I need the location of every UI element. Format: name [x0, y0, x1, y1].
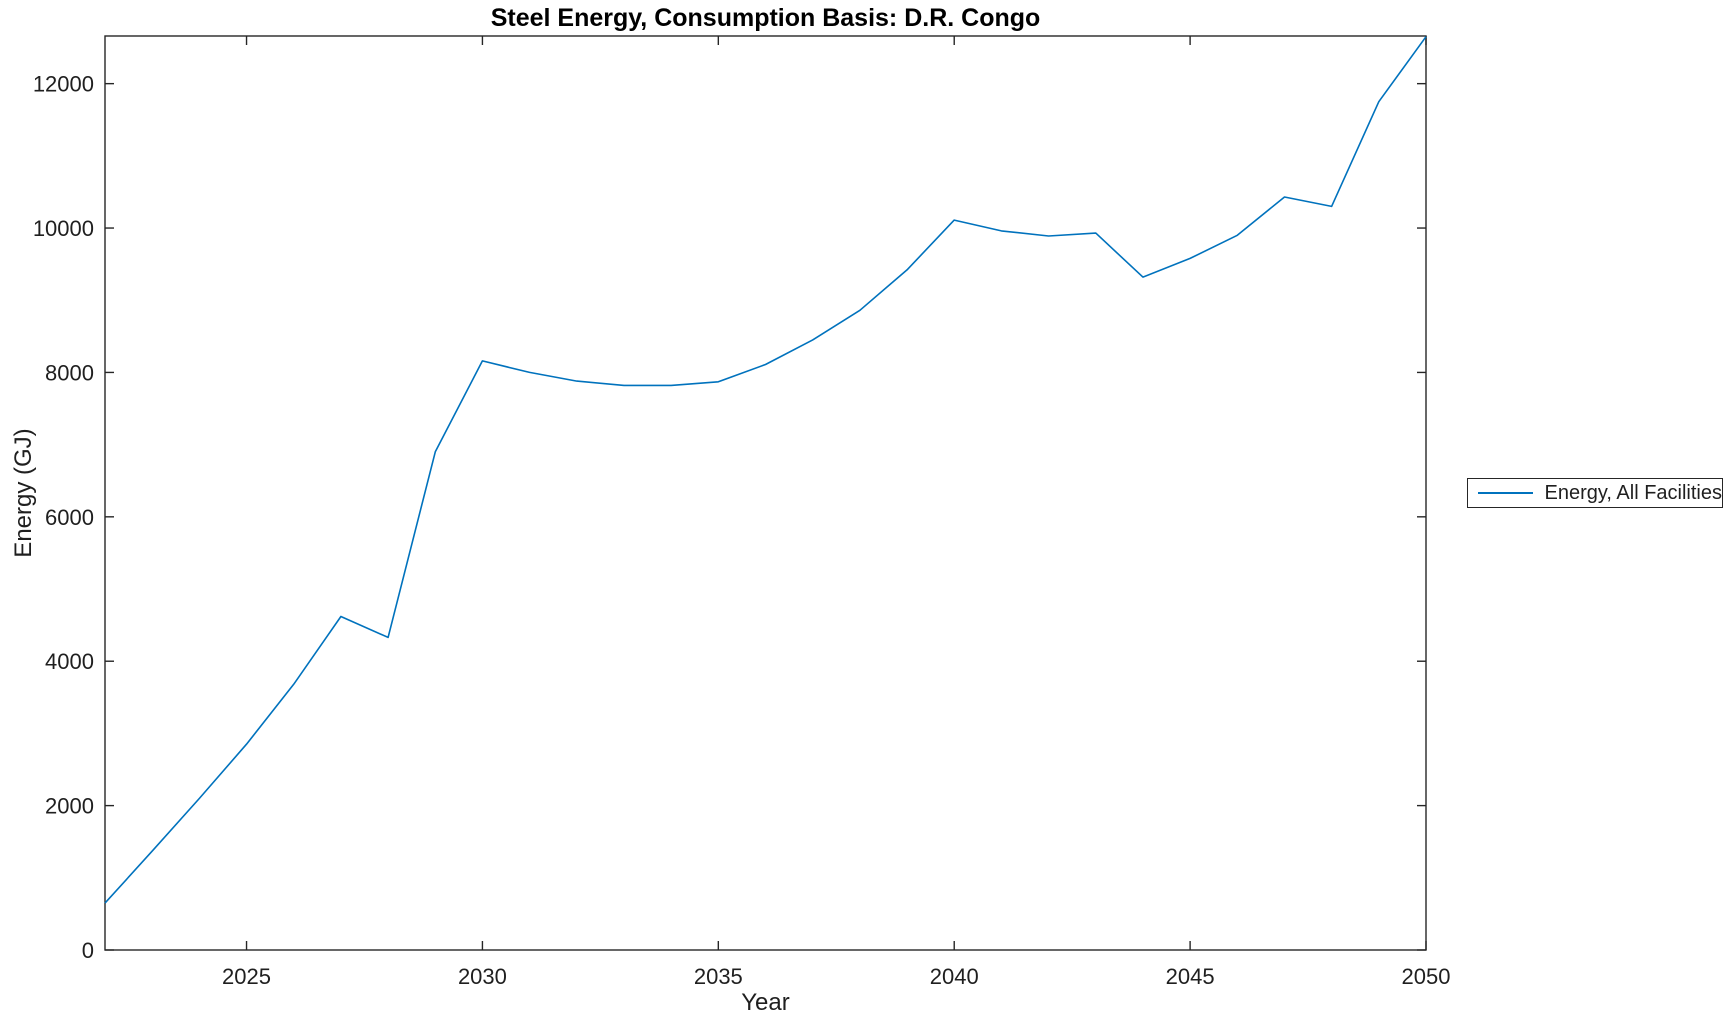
y-tick-label: 2000 [45, 794, 94, 819]
chart-title: Steel Energy, Consumption Basis: D.R. Co… [490, 4, 1041, 32]
data-line [104, 36, 1427, 904]
y-tick-label: 4000 [45, 649, 94, 674]
legend: Energy, All Facilities [1467, 478, 1723, 508]
y-tick-label: 0 [82, 938, 94, 963]
y-tick-label: 10000 [33, 216, 94, 241]
legend-label: Energy, All Facilities [1544, 481, 1722, 504]
x-tick-label: 2035 [694, 964, 743, 989]
y-tick-label: 12000 [33, 72, 94, 97]
x-tick-label: 2040 [930, 964, 979, 989]
x-tick-label: 2050 [1402, 964, 1451, 989]
x-tick-label: 2045 [1166, 964, 1215, 989]
x-axis-label: Year [741, 989, 790, 1016]
y-tick-label: 6000 [45, 505, 94, 530]
y-axis-label: Energy (GJ) [10, 428, 37, 558]
legend-line-sample [1478, 492, 1533, 494]
y-tick-label: 8000 [45, 360, 94, 385]
x-tick-label: 2025 [222, 964, 271, 989]
axes-frame [104, 35, 1427, 951]
x-tick-label: 2030 [458, 964, 507, 989]
